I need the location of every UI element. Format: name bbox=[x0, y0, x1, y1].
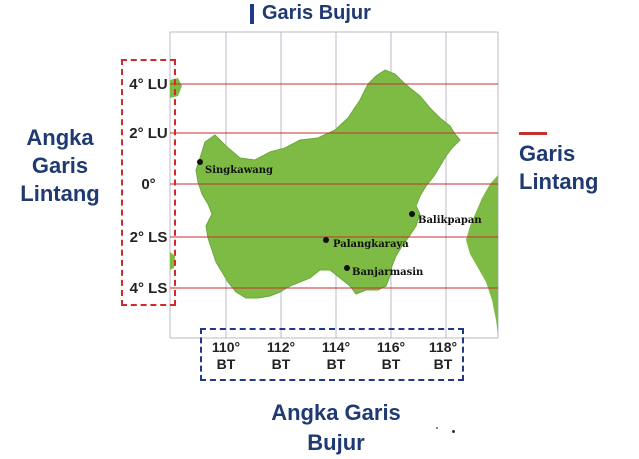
island-south-left bbox=[170, 252, 175, 270]
latitude-label-0: 0° bbox=[141, 176, 156, 193]
city-label-banjarmasin: Banjarmasin bbox=[352, 267, 424, 278]
latitude-label-4ls: 4° LS bbox=[129, 280, 168, 297]
longitude-label-114: 114° BT bbox=[321, 339, 351, 372]
city-marker-palangkaraya bbox=[323, 237, 329, 243]
longitude-legend-marker bbox=[250, 4, 254, 24]
city-label-palangkaraya: Palangkaraya bbox=[333, 239, 409, 250]
longitude-labels-box bbox=[200, 328, 464, 381]
longitude-label-118: 118° BT bbox=[428, 339, 458, 372]
latitude-lines bbox=[170, 83, 498, 289]
latitude-label-2ls: 2° LS bbox=[129, 229, 168, 246]
speck-dot bbox=[452, 430, 455, 433]
city-marker-balikpapan bbox=[409, 211, 415, 217]
latitude-label-4lu: 4° LU bbox=[129, 76, 168, 93]
latitude-line-title: Garis Lintang bbox=[519, 141, 599, 194]
city-marker-banjarmasin bbox=[344, 265, 350, 271]
longitude-label-116: 116° BT bbox=[376, 339, 406, 372]
longitude-label-110: 110° BT bbox=[211, 339, 241, 372]
latitude-legend-marker bbox=[519, 132, 547, 135]
longitude-line-title: Garis Bujur bbox=[262, 2, 371, 24]
latitude-label-2lu: 2° LU bbox=[129, 125, 168, 142]
sulawesi-edge bbox=[466, 175, 498, 335]
city-label-singkawang: Singkawang bbox=[205, 165, 274, 176]
latitude-labels-box bbox=[121, 59, 176, 306]
longitude-number-title: Angka Garis Bujur bbox=[271, 400, 401, 455]
latitude-number-title: Angka Garis Lintang bbox=[20, 125, 100, 206]
city-marker-singkawang bbox=[197, 159, 203, 165]
island-north-left bbox=[170, 78, 182, 98]
longitude-label-112: 112° BT bbox=[266, 339, 296, 372]
speck-dot bbox=[436, 427, 438, 429]
city-label-balikpapan: Balikpapan bbox=[418, 215, 482, 226]
